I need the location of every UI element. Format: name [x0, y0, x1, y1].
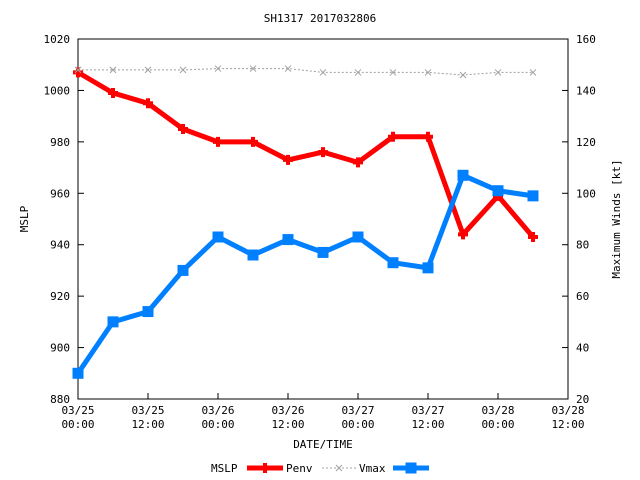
legend-title: MSLP: [211, 462, 238, 475]
penv-point: [108, 88, 118, 98]
series-3-point: [142, 306, 154, 318]
penv-point: [178, 124, 188, 134]
right-axis: 20 40 60 80 100 120 140 160: [562, 33, 596, 406]
series-3-point: [492, 185, 504, 197]
x-axis: 03/2500:0003/2512:0003/2600:0003/2612:00…: [61, 393, 585, 431]
x-axis-label: DATE/TIME: [293, 438, 353, 451]
penv-point: [318, 147, 328, 158]
series-series-3: [72, 169, 539, 379]
vmax-point: [109, 66, 117, 74]
y-right-tick-label: 120: [576, 136, 596, 149]
vmax-point: [284, 65, 292, 72]
series-3-point: [527, 190, 539, 202]
x-tick-label-time: 12:00: [131, 418, 164, 431]
series-3-point: [282, 234, 294, 246]
y-left-tick-label: 900: [50, 342, 70, 355]
y-right-tick-label: 40: [576, 342, 589, 355]
series-3-point: [107, 316, 119, 328]
legend-marker-vmax: [335, 464, 343, 472]
penv-point: [248, 136, 258, 147]
series-3-point: [457, 169, 469, 181]
series-3-point: [317, 246, 329, 258]
y-right-tick-label: 80: [576, 239, 589, 252]
vmax-point: [459, 71, 467, 79]
x-tick-label-time: 00:00: [481, 418, 514, 431]
chart-title: SH1317 2017032806: [264, 12, 377, 25]
vmax-point: [74, 66, 82, 74]
vmax-point: [424, 69, 432, 76]
x-tick-label-date: 03/25: [61, 404, 94, 417]
x-tick-label-time: 00:00: [341, 418, 374, 431]
penv-point: [143, 98, 153, 109]
penv-point: [388, 131, 398, 142]
series-layer: [72, 65, 539, 379]
vmax-point: [144, 66, 152, 74]
penv-point: [423, 131, 433, 142]
y-right-tick-label: 160: [576, 33, 596, 46]
x-tick-label-time: 00:00: [61, 418, 94, 431]
y-right-tick-label: 140: [576, 84, 596, 97]
x-tick-label-date: 03/28: [481, 404, 514, 417]
y-right-tick-label: 20: [576, 393, 589, 406]
penv-line: [76, 70, 535, 239]
y-left-tick-label: 1000: [44, 84, 71, 97]
x-tick-label-time: 12:00: [551, 418, 584, 431]
y-right-tick-label: 100: [576, 187, 596, 200]
vmax-point: [354, 69, 362, 76]
x-tick-label-date: 03/26: [201, 404, 234, 417]
left-axis: 880 900 920 940 960 980 1000 1020: [44, 33, 84, 406]
y-left-tick-label: 940: [50, 239, 70, 252]
x-tick-label-date: 03/27: [411, 404, 444, 417]
y-right-tick-label: 60: [576, 290, 589, 303]
penv-point: [73, 67, 83, 78]
legend-marker-penv: [260, 463, 270, 473]
legend: MSLP Penv Vmax: [211, 462, 429, 475]
series-3-point: [212, 231, 224, 243]
series-3-point: [72, 367, 84, 379]
y-left-tick-label: 980: [50, 136, 70, 149]
y-left-tick-label: 880: [50, 393, 70, 406]
y-left-tick-label: 920: [50, 290, 70, 303]
series-3-line: [75, 172, 534, 375]
y-left-tick-label: 960: [50, 187, 70, 200]
series-vmax: [74, 65, 537, 79]
plot-frame: [77, 38, 569, 400]
penv-point: [458, 229, 468, 240]
series-3-point: [247, 249, 259, 261]
vmax-point: [214, 65, 222, 72]
series-3-point: [387, 257, 399, 269]
y-left-tick-label: 1020: [44, 33, 71, 46]
vmax-point: [529, 69, 537, 76]
x-tick-label-date: 03/28: [551, 404, 584, 417]
y-axis-label-right: Maximum Winds [kt]: [610, 159, 623, 278]
penv-point: [213, 136, 223, 147]
legend-label-penv: Penv: [286, 462, 313, 475]
series-3-point: [352, 231, 364, 243]
vmax-point: [319, 69, 327, 76]
vmax-point: [179, 66, 187, 74]
penv-point: [528, 232, 538, 242]
x-tick-label-date: 03/25: [131, 404, 164, 417]
series-penv: [73, 67, 538, 242]
penv-point: [353, 157, 363, 168]
legend-marker-series-3: [405, 462, 417, 474]
x-tick-label-time: 12:00: [271, 418, 304, 431]
vmax-point: [494, 69, 502, 76]
x-tick-label-date: 03/27: [341, 404, 374, 417]
x-tick-label-time: 12:00: [411, 418, 444, 431]
x-tick-label-time: 00:00: [201, 418, 234, 431]
y-axis-label-left: MSLP: [18, 205, 31, 232]
vmax-point: [249, 65, 257, 72]
legend-label-vmax: Vmax: [359, 462, 386, 475]
series-3-point: [422, 262, 434, 274]
series-3-point: [177, 264, 189, 276]
vmax-point: [389, 69, 397, 76]
penv-point: [283, 154, 293, 165]
x-tick-label-date: 03/26: [271, 404, 304, 417]
